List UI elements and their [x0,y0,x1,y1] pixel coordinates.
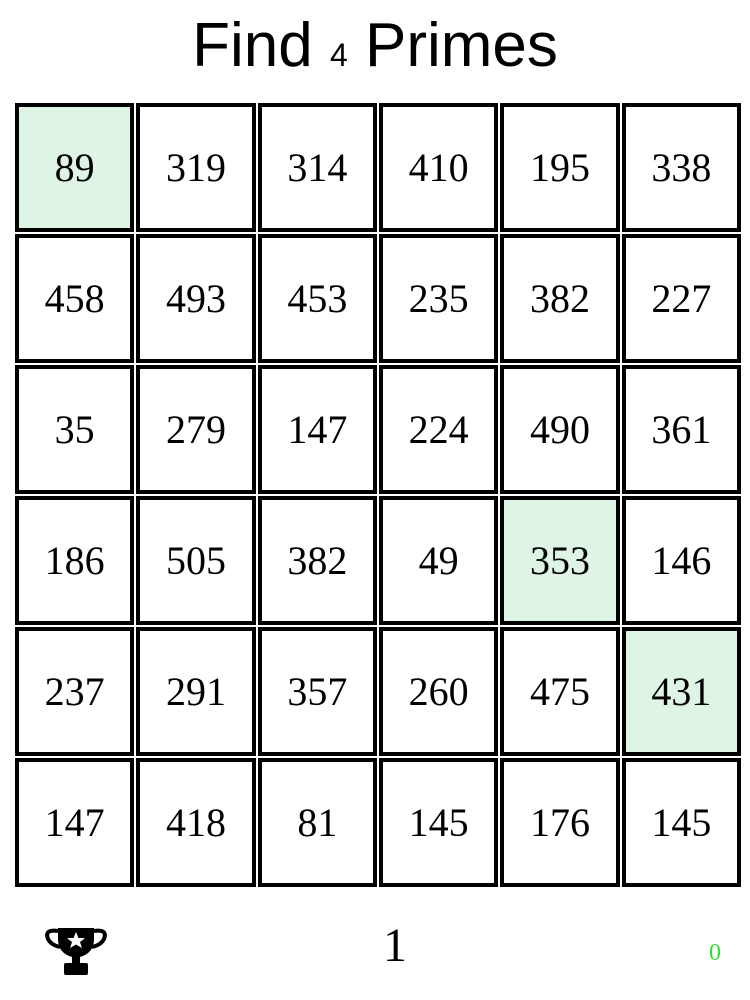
level-number: 1 [383,919,407,972]
grid-cell[interactable]: 89 [15,103,135,232]
grid-cell[interactable]: 186 [15,496,135,625]
grid-cell[interactable]: 458 [15,234,135,363]
number-grid: 89 319 314 410 195 338 458 493 453 235 382 227 35 279… [15,103,741,887]
grid-cell[interactable]: 147 [15,758,135,887]
grid-cell[interactable]: 176 [500,758,620,887]
grid-cell[interactable]: 490 [500,365,620,494]
title-suffix: Primes [364,11,558,80]
grid-cell[interactable]: 353 [500,496,620,625]
prime-count: 4 [329,37,348,73]
grid-cell[interactable]: 453 [257,234,377,363]
grid-cell[interactable]: 338 [621,103,741,232]
grid-cell[interactable]: 237 [15,627,135,756]
grid-cell[interactable]: 505 [136,496,256,625]
page-title: Find 4 Primes [0,8,750,93]
grid-cell[interactable]: 145 [621,758,741,887]
grid-cell[interactable]: 195 [500,103,620,232]
grid-cell[interactable]: 49 [379,496,499,625]
grid-cell[interactable]: 227 [621,234,741,363]
grid-cell[interactable]: 314 [257,103,377,232]
grid-cell[interactable]: 418 [136,758,256,887]
grid-cell[interactable]: 147 [257,365,377,494]
grid-cell[interactable]: 35 [15,365,135,494]
grid-cell[interactable]: 319 [136,103,256,232]
grid-cell[interactable]: 146 [621,496,741,625]
score: 0 [709,940,721,966]
grid-cell[interactable]: 279 [136,365,256,494]
grid-cell[interactable]: 260 [379,627,499,756]
grid-cell[interactable]: 382 [500,234,620,363]
grid-cell[interactable]: 475 [500,627,620,756]
grid-cell[interactable]: 81 [257,758,377,887]
trophy-star-icon[interactable] [40,925,112,977]
title-prefix: Find [192,11,313,80]
grid-cell[interactable]: 224 [379,365,499,494]
grid-cell[interactable]: 291 [136,627,256,756]
grid-cell[interactable]: 410 [379,103,499,232]
grid-cell[interactable]: 235 [379,234,499,363]
grid-cell[interactable]: 361 [621,365,741,494]
grid-cell[interactable]: 493 [136,234,256,363]
grid-cell[interactable]: 382 [257,496,377,625]
grid-cell[interactable]: 357 [257,627,377,756]
grid-cell[interactable]: 145 [379,758,499,887]
grid-cell[interactable]: 431 [621,627,741,756]
